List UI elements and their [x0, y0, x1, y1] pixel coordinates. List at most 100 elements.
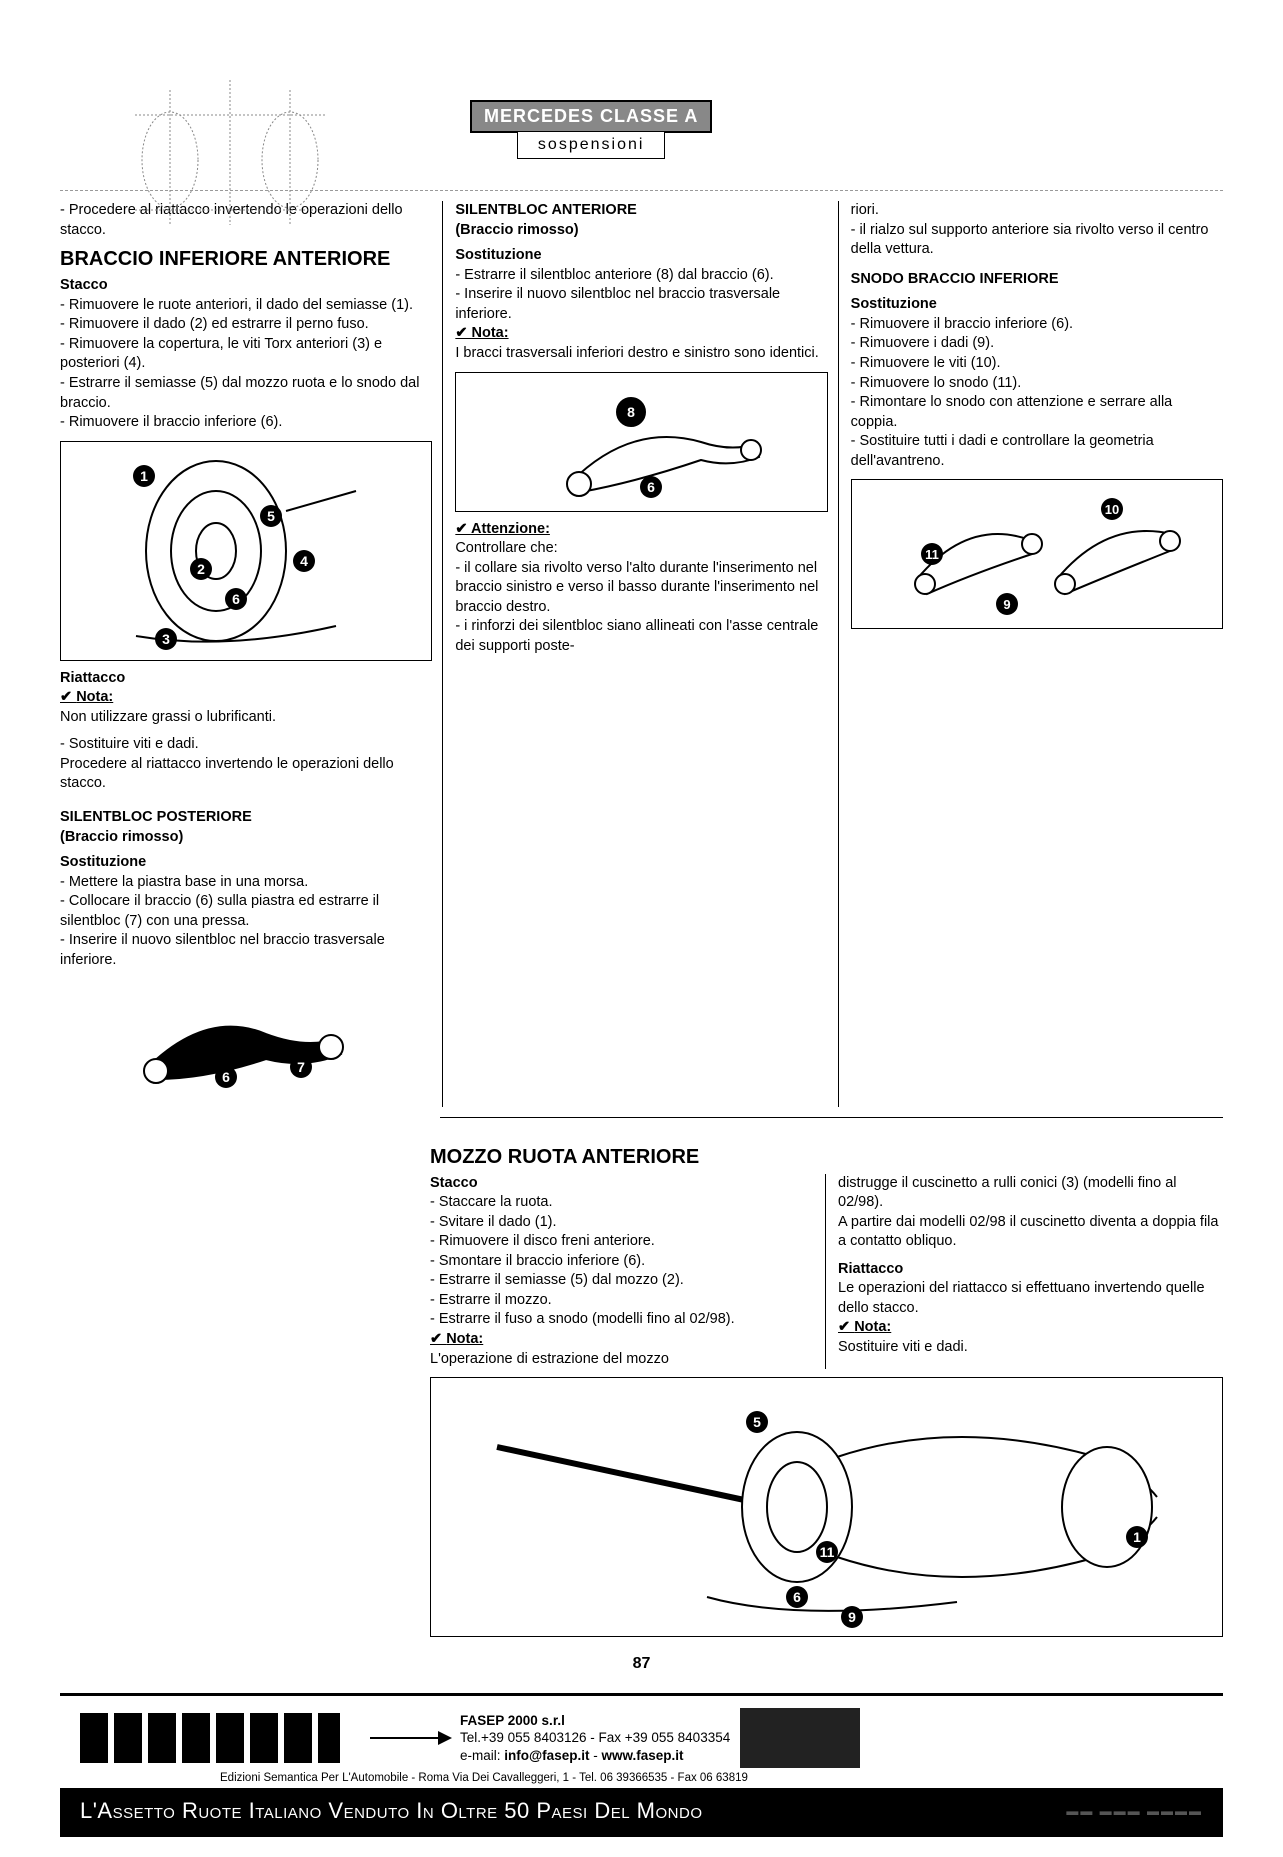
arrow-icon	[370, 1737, 450, 1739]
text: - il collare sia rivolto verso l'alto du…	[455, 559, 827, 618]
svg-text:9: 9	[1003, 597, 1010, 612]
title-sub: sospensioni	[517, 131, 666, 159]
svg-text:5: 5	[267, 508, 275, 524]
svg-text:6: 6	[232, 591, 240, 607]
footer-small: Edizioni Semantica Per L'Automobile - Ro…	[60, 1772, 1223, 1788]
text: Sostituire viti e dadi.	[838, 1338, 1223, 1358]
col-mozzo-right: distrugge il cuscinetto a rulli conici (…	[838, 1174, 1223, 1370]
page: MERCEDES CLASSE A sospensioni - Proceder…	[0, 0, 1283, 1857]
text: distrugge il cuscinetto a rulli conici (…	[838, 1174, 1223, 1213]
heading-sost: Sostituzione	[60, 853, 432, 873]
text: A partire dai modelli 02/98 il cuscinett…	[838, 1213, 1223, 1252]
text: - Rimuovere il dado (2) ed estrarre il p…	[60, 315, 432, 335]
heading-riattacco: Riattacco	[60, 669, 432, 689]
text: Le operazioni del riattacco si effettuan…	[838, 1279, 1223, 1318]
text: - Sostituire viti e dadi.	[60, 735, 432, 755]
text: - Rimuovere la copertura, le viti Torx a…	[60, 335, 432, 374]
section-mozzo: MOZZO RUOTA ANTERIORE Stacco - Staccare …	[60, 1138, 1223, 1646]
col-2: SILENTBLOC ANTERIORE (Braccio rimosso) S…	[455, 201, 838, 1107]
text: - Rimuovere il braccio inferiore (6).	[60, 413, 432, 433]
text: - Estrarre il mozzo.	[430, 1291, 815, 1311]
text: riori.	[851, 201, 1223, 221]
text: - Rimuovere le viti (10).	[851, 354, 1223, 374]
banner-text: L'Assetto Ruote Italiano Venduto In Oltr…	[80, 1798, 703, 1824]
title-block: MERCEDES CLASSE A sospensioni	[470, 100, 712, 159]
heading-sost: Sostituzione	[851, 295, 1223, 315]
svg-text:6: 6	[793, 1589, 801, 1605]
text: - Estrarre il fuso a snodo (modelli fino…	[430, 1310, 815, 1330]
text: - Svitare il dado (1).	[430, 1213, 815, 1233]
text: - Estrarre il semiasse (5) dal mozzo (2)…	[430, 1271, 815, 1291]
heading-sost: Sostituzione	[455, 246, 827, 266]
company: FASEP 2000 s.r.l	[460, 1713, 565, 1728]
text: - Rimuovere lo snodo (11).	[851, 374, 1223, 394]
attenzione-label: Attenzione:	[455, 521, 550, 537]
text: - Sostituire tutti i dadi e controllare …	[851, 432, 1223, 471]
columns-top: - Procedere al riattacco invertendo le o…	[60, 201, 1223, 1107]
email-label: e-mail:	[460, 1748, 501, 1763]
svg-text:11: 11	[819, 1544, 834, 1560]
heading-braccio: BRACCIO INFERIORE ANTERIORE	[60, 248, 432, 270]
nota-label: Nota:	[455, 325, 508, 341]
text: I bracci trasversali inferiori destro e …	[455, 344, 827, 364]
col-mozzo-left: Stacco - Staccare la ruota. - Svitare il…	[430, 1174, 826, 1370]
text: - Smontare il braccio inferiore (6).	[430, 1252, 815, 1272]
text: - Inserire il nuovo silentbloc nel bracc…	[60, 931, 432, 970]
heading-silant2: (Braccio rimosso)	[455, 221, 827, 241]
svg-text:6: 6	[222, 1069, 230, 1085]
divider	[440, 1117, 1223, 1118]
svg-text:1: 1	[1133, 1529, 1141, 1545]
section2-body: MOZZO RUOTA ANTERIORE Stacco - Staccare …	[430, 1138, 1223, 1646]
page-number: 87	[60, 1655, 1223, 1673]
tel: Tel.+39 055 8403126 - Fax +39 055 840335…	[460, 1730, 730, 1745]
heading-riatt: Riattacco	[838, 1260, 1223, 1280]
text: - il rialzo sul supporto anteriore sia r…	[851, 221, 1223, 260]
text: - Mettere la piastra base in una morsa.	[60, 873, 432, 893]
col-1: - Procedere al riattacco invertendo le o…	[60, 201, 443, 1107]
text: - Estrarre il semiasse (5) dal mozzo ruo…	[60, 374, 432, 413]
text: - Staccare la ruota.	[430, 1193, 815, 1213]
text: Controllare che:	[455, 539, 827, 559]
heading-silpost: SILENTBLOC POSTERIORE	[60, 808, 432, 828]
col-3: riori. - il rialzo sul supporto anterior…	[851, 201, 1223, 1107]
text: - Collocare il braccio (6) sulla piastra…	[60, 892, 432, 931]
web: www.fasep.it	[601, 1748, 683, 1763]
svg-text:7: 7	[297, 1059, 305, 1075]
footer: FASEP 2000 s.r.l Tel.+39 055 8403126 - F…	[60, 1693, 1223, 1837]
text: Procedere al riattacco invertendo le ope…	[60, 755, 432, 794]
nota-label: Nota:	[838, 1319, 891, 1335]
svg-text:9: 9	[848, 1609, 856, 1625]
svg-text:5: 5	[753, 1414, 761, 1430]
title-main: MERCEDES CLASSE A	[470, 100, 712, 133]
figure-mozzo: 1 5 6 9 11	[430, 1377, 1223, 1637]
svg-text:1: 1	[140, 468, 148, 484]
svg-text:4: 4	[300, 553, 308, 569]
text: - Inserire il nuovo silentbloc nel bracc…	[455, 285, 827, 324]
text: - Estrarre il silentbloc anteriore (8) d…	[455, 266, 827, 286]
footer-contact: FASEP 2000 s.r.l Tel.+39 055 8403126 - F…	[460, 1712, 730, 1765]
figure-snodo: 9 10 11	[851, 479, 1223, 629]
svg-text:6: 6	[648, 479, 656, 495]
svg-text:3: 3	[162, 631, 170, 647]
figure-hub: 1 2 3 4 5 6	[60, 441, 432, 661]
banner-deco: ▬▬ ▬▬▬ ▬▬▬▬	[1066, 1804, 1203, 1818]
figure-arm-2: 8 6	[455, 372, 827, 512]
svg-text:8: 8	[628, 404, 636, 420]
text: Non utilizzare grassi o lubrificanti.	[60, 708, 432, 728]
footer-top: FASEP 2000 s.r.l Tel.+39 055 8403126 - F…	[60, 1704, 1223, 1772]
text: - Rimuovere il disco freni anteriore.	[430, 1232, 815, 1252]
heading-stacco: Stacco	[430, 1174, 815, 1194]
text: - Rimontare lo snodo con attenzione e se…	[851, 393, 1223, 432]
figure-arm-1: 6 7	[60, 979, 432, 1099]
heading-stacco: Stacco	[60, 276, 432, 296]
heading-mozzo: MOZZO RUOTA ANTERIORE	[430, 1146, 1223, 1168]
nota-label: Nota:	[430, 1331, 483, 1347]
wheel-alignment-diagram	[120, 70, 340, 230]
sep: -	[593, 1748, 601, 1763]
heading-silpost2: (Braccio rimosso)	[60, 828, 432, 848]
text: - Rimuovere le ruote anteriori, il dado …	[60, 296, 432, 316]
heading-snodo: SNODO BRACCIO INFERIORE	[851, 270, 1223, 290]
svg-text:2: 2	[197, 561, 205, 577]
text: - Rimuovere i dadi (9).	[851, 334, 1223, 354]
text: L'operazione di estrazione del mozzo	[430, 1350, 815, 1370]
